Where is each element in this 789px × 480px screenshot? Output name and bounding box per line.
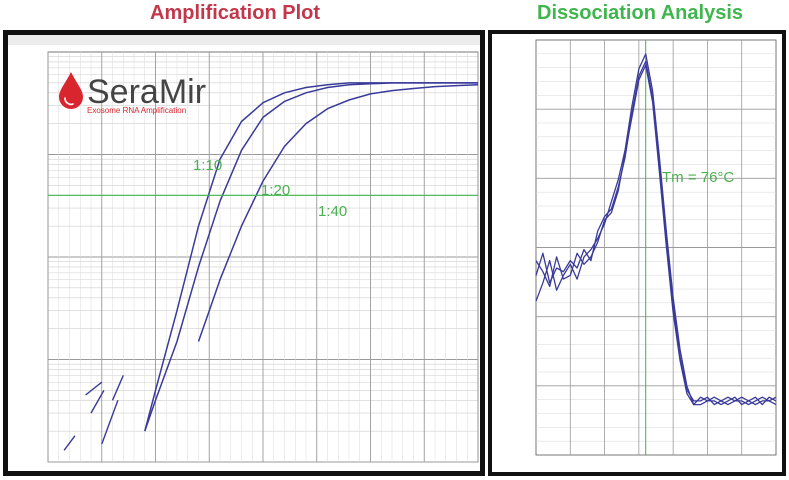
- dilution-labels: 1:10 1:20 1:40: [193, 157, 347, 220]
- amp-window-titlebar: [8, 35, 480, 45]
- dissociation-analysis-panel: Tm = 76°C: [488, 30, 786, 476]
- amp-series-line-3: [197, 83, 479, 342]
- dissociation-chart: Tm = 76°C: [492, 34, 782, 472]
- logo-tagline: Exosome RNA Amplification: [87, 106, 186, 115]
- seramir-logo: SeraMir Exosome RNA Amplification: [59, 72, 206, 115]
- drop-highlight: [64, 97, 74, 106]
- dilution-label-3: 1:40: [318, 203, 347, 220]
- dilution-label-2: 1:20: [261, 182, 290, 199]
- diss-series-line-3: [535, 64, 777, 406]
- logo-wordmark: SeraMir: [87, 73, 206, 111]
- diss-series-group: [535, 53, 777, 406]
- amp-baseline-segment-4: [85, 381, 103, 396]
- amp-baseline-noise: [63, 375, 124, 451]
- amplification-chart: SeraMir Exosome RNA Amplification 1:101:…: [8, 35, 480, 471]
- dissociation-analysis-heading: Dissociation Analysis: [537, 2, 743, 24]
- amp-baseline-segment-3: [90, 390, 105, 414]
- amplification-plot-heading: Amplification Plot: [150, 2, 320, 24]
- amp-series-line-2: [144, 82, 478, 432]
- diss-grid: [536, 40, 776, 455]
- tm-label: Tm = 76°C: [662, 169, 734, 186]
- amplification-plot-panel: SeraMir Exosome RNA Amplification 1:10 1:…: [3, 30, 485, 476]
- dilution-label-1: 1:10: [193, 157, 222, 174]
- amp-baseline-segment-1: [63, 435, 76, 451]
- amp-series-group: [144, 82, 479, 432]
- amp-baseline-segment-2: [101, 400, 119, 445]
- amp-baseline-segment-5: [111, 375, 124, 401]
- diss-series-line-2: [535, 53, 777, 406]
